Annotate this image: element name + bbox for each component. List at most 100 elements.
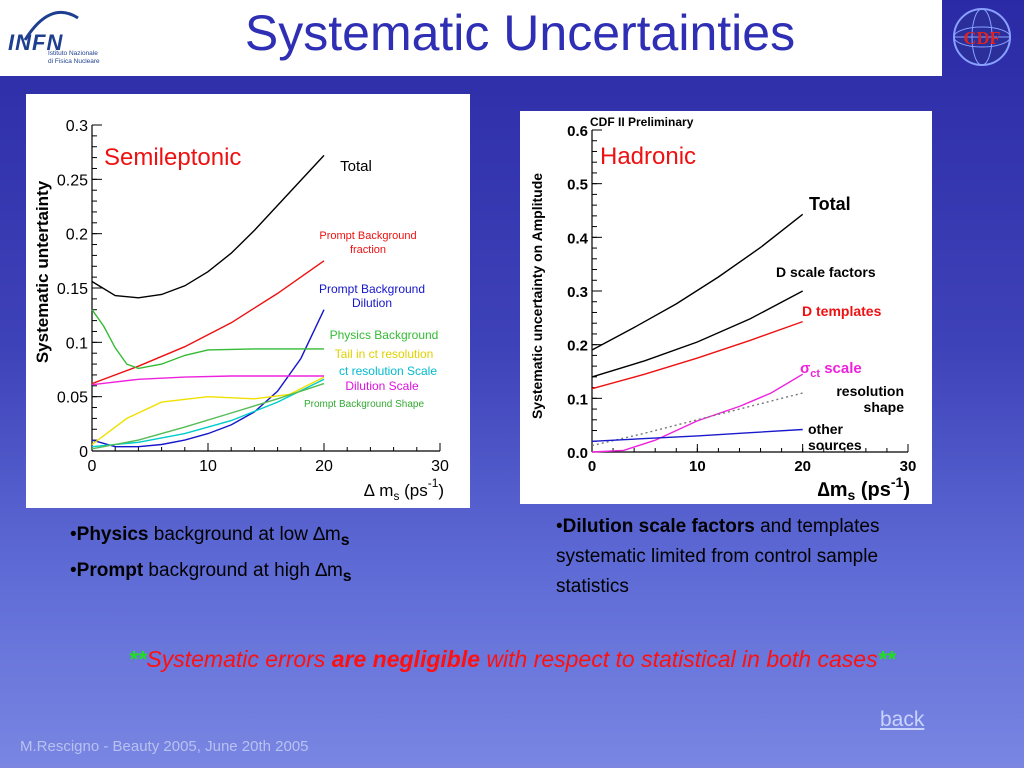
series-label: Dilution xyxy=(352,296,392,310)
x-axis-label: ∆ms (ps-1) xyxy=(817,474,910,503)
series-label: sources xyxy=(808,437,862,453)
page-title: Systematic Uncertainties xyxy=(244,5,796,61)
sigma-sub: ct xyxy=(810,368,820,380)
x-tick-label: 20 xyxy=(794,458,811,475)
bullet-text-line3: statistics xyxy=(556,576,629,597)
bullet-text-physics: background at low ∆m xyxy=(148,524,341,545)
conclusion-post: with respect to statistical in both case… xyxy=(480,646,878,672)
bullet-prompt-background: •Prompt background at high ∆ms xyxy=(70,559,352,585)
y-axis-label: Systematic uncertainty on Amplitude xyxy=(529,173,545,419)
bullet-sub-physics: s xyxy=(340,531,350,549)
x-axis-label-unit: (ps xyxy=(399,481,427,500)
bullet-dilution-scale: •Dilution scale factors and templates xyxy=(556,516,880,537)
x-tick-label: 30 xyxy=(431,458,449,475)
series-label: D templates xyxy=(802,303,882,319)
series-line xyxy=(591,290,804,378)
hadronic-chart: 0 10 20 30 0.0 0.1 0.2 0.3 0.4 0.5 0.6 Hadronic Syst… xyxy=(529,115,917,503)
series-line xyxy=(91,154,325,299)
y-tick-label: 0.0 xyxy=(567,445,588,462)
y-tick-label: 0.3 xyxy=(66,118,88,135)
plot-area xyxy=(591,129,909,453)
bullet-physics-background: •Physics background at low ∆ms xyxy=(70,524,350,549)
bullet-bold-physics: Physics xyxy=(76,524,149,545)
x-tick-label: 10 xyxy=(199,458,217,475)
series-label: Prompt Background Shape xyxy=(304,399,425,410)
series-label: Total xyxy=(340,158,372,175)
y-tick-label: 0.1 xyxy=(567,391,588,408)
y-tick-label: 0.25 xyxy=(57,172,88,189)
y-tick-label: 0.2 xyxy=(567,338,588,355)
bullet-sub-prompt: s xyxy=(342,567,352,585)
infn-subtitle-line1: Istituto Nazionale xyxy=(48,50,98,57)
conclusion-bold: are negligible xyxy=(331,646,480,672)
y-tick-label: 0.05 xyxy=(57,390,88,407)
chart-title: Hadronic xyxy=(600,143,696,170)
semileptonic-chart-panel: 0 10 20 30 0 0.05 0.1 0.15 0.2 0.25 0.3 Semileptoni… xyxy=(26,94,470,508)
series-line xyxy=(591,213,804,351)
y-tick-label: 0.15 xyxy=(57,281,88,298)
semileptonic-chart: 0 10 20 30 0 0.05 0.1 0.15 0.2 0.25 0.3 Semileptoni… xyxy=(33,118,449,503)
slide-header: INFN Istituto Nazionale di Fisica Nuclea… xyxy=(0,0,942,76)
y-tick-label: 0.5 xyxy=(567,177,588,194)
series-line xyxy=(91,376,325,446)
series-line xyxy=(91,260,325,385)
x-axis-label: ∆ ms (ps-1) xyxy=(364,476,444,503)
series-label: Prompt Background xyxy=(319,230,416,242)
x-tick-label: 20 xyxy=(315,458,333,475)
x-axis-label-symbol: ∆ m xyxy=(364,481,393,500)
x-tick-label: 10 xyxy=(689,458,706,475)
x-axis-label-sup: -1 xyxy=(891,474,904,490)
bullet-bold-dilution: Dilution scale factors xyxy=(562,516,755,537)
x-axis-label-unit: (ps xyxy=(855,479,891,501)
sigma-symbol: σ xyxy=(800,360,810,377)
x-tick-label: 0 xyxy=(588,458,596,475)
chart-annotation: CDF II Preliminary xyxy=(590,115,694,129)
y-tick-label: 0.2 xyxy=(66,227,88,244)
y-tick-label: 0.3 xyxy=(567,284,588,301)
x-tick-label: 30 xyxy=(900,458,917,475)
series-label: shape xyxy=(864,399,905,415)
bullet-text-dilution: and templates xyxy=(754,516,880,537)
series-label: fraction xyxy=(350,244,386,256)
series-label: D scale factors xyxy=(776,264,876,280)
bullet-bold-prompt: Prompt xyxy=(76,559,144,581)
y-tick-label: 0.4 xyxy=(567,230,589,247)
series-line xyxy=(91,309,325,448)
conclusion-pre: Systematic errors xyxy=(146,646,332,672)
series-line xyxy=(91,309,324,370)
series-label: Physics Background xyxy=(330,328,439,342)
x-axis-label-close: ) xyxy=(903,479,910,501)
hadronic-chart-panel: 0 10 20 30 0.0 0.1 0.2 0.3 0.4 0.5 0.6 Hadronic Syst… xyxy=(520,111,932,504)
series-line xyxy=(591,320,803,390)
hadronic-notes: •Dilution scale factors and templates sy… xyxy=(556,512,1006,602)
sigma-scale-word: scale xyxy=(820,360,862,377)
bullet-text-prompt: background at high ∆m xyxy=(143,559,343,581)
infn-brand-text: INFN xyxy=(8,30,64,55)
x-axis-label-sub: s xyxy=(848,487,856,503)
semileptonic-notes: •Physics background at low ∆ms •Prompt b… xyxy=(70,520,490,592)
series-label: ct resolution Scale xyxy=(339,364,437,378)
series-label: Tail in ct resolution xyxy=(335,347,434,361)
x-axis-label-close: ) xyxy=(438,481,444,500)
x-axis-label-sup: -1 xyxy=(428,476,439,490)
conclusion-stars-right: ** xyxy=(877,646,896,672)
series-label: resolution xyxy=(836,383,904,399)
series-label: Total xyxy=(809,194,851,214)
infn-swoosh-icon xyxy=(23,10,79,41)
cdf-globe-icon: CDF xyxy=(953,8,1011,66)
infn-logo: INFN Istituto Nazionale di Fisica Nuclea… xyxy=(6,6,126,70)
y-tick-label: 0.1 xyxy=(66,335,88,352)
x-axis-label-sub: s xyxy=(393,489,399,503)
series-line xyxy=(91,382,325,450)
series-line xyxy=(591,373,804,453)
series-line xyxy=(591,428,803,442)
bullet-text-line2: systematic limited from control sample xyxy=(556,546,879,567)
conclusion-statement: **Systematic errors are negligible with … xyxy=(20,646,1004,673)
infn-subtitle-line2: di Fisica Nucleare xyxy=(48,58,100,65)
y-tick-label: 0.6 xyxy=(567,123,588,140)
conclusion-stars-left: ** xyxy=(128,646,147,672)
series-line xyxy=(91,375,324,386)
y-tick-label: 0 xyxy=(79,444,88,461)
cdf-logo: CDF xyxy=(950,4,1014,70)
back-link[interactable]: back xyxy=(880,708,925,731)
